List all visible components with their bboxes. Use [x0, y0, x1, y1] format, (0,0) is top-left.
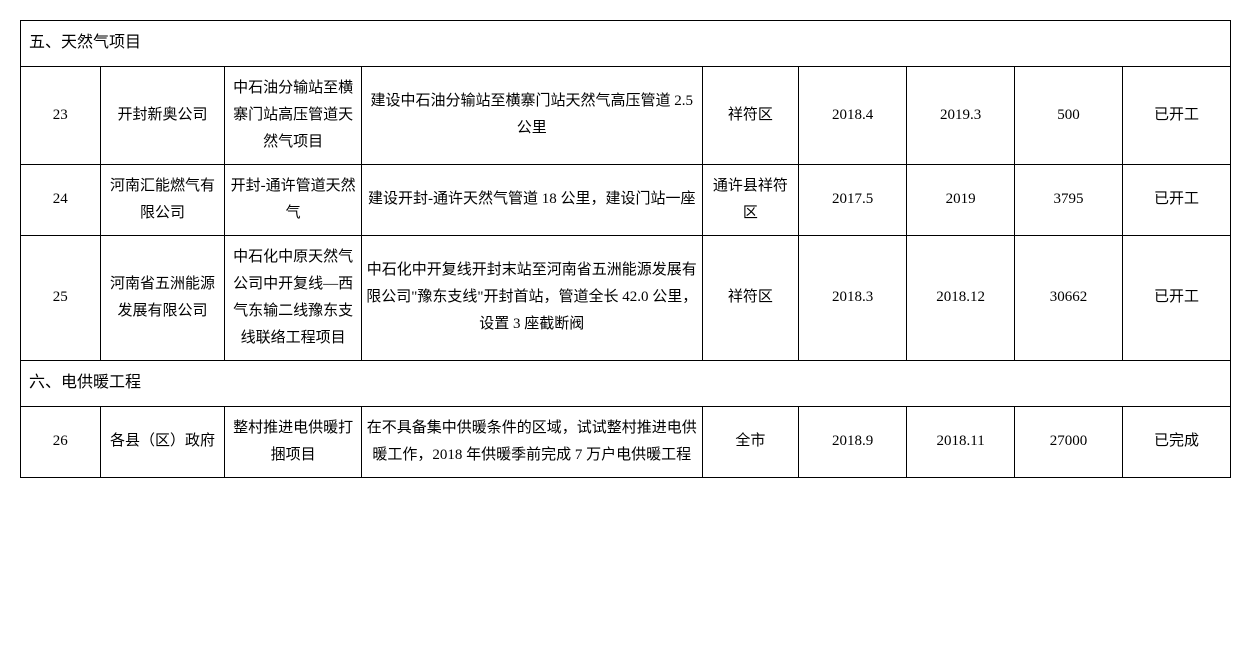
cell-start: 2018.3 — [799, 235, 907, 360]
cell-end: 2018.11 — [907, 406, 1015, 477]
cell-status: 已开工 — [1122, 164, 1230, 235]
cell-no: 25 — [21, 235, 101, 360]
cell-loc: 祥符区 — [702, 235, 799, 360]
section-title: 五、天然气项目 — [21, 21, 1231, 67]
cell-no: 24 — [21, 164, 101, 235]
cell-desc: 建设中石油分输站至横寨门站天然气高压管道 2.5 公里 — [361, 66, 702, 164]
cell-org: 各县（区）政府 — [100, 406, 225, 477]
cell-org: 河南汇能燃气有限公司 — [100, 164, 225, 235]
cell-end: 2019 — [907, 164, 1015, 235]
cell-org: 开封新奥公司 — [100, 66, 225, 164]
cell-status: 已开工 — [1122, 235, 1230, 360]
cell-amount: 30662 — [1015, 235, 1123, 360]
cell-start: 2017.5 — [799, 164, 907, 235]
cell-org: 河南省五洲能源发展有限公司 — [100, 235, 225, 360]
cell-name: 中石油分输站至横寨门站高压管道天然气项目 — [225, 66, 361, 164]
cell-status: 已完成 — [1122, 406, 1230, 477]
cell-no: 26 — [21, 406, 101, 477]
table-row: 25 河南省五洲能源发展有限公司 中石化中原天然气公司中开复线—西气东输二线豫东… — [21, 235, 1231, 360]
cell-desc: 建设开封-通许天然气管道 18 公里，建设门站一座 — [361, 164, 702, 235]
cell-amount: 27000 — [1015, 406, 1123, 477]
cell-desc: 在不具备集中供暖条件的区域，试试整村推进电供暖工作，2018 年供暖季前完成 7… — [361, 406, 702, 477]
table-row: 24 河南汇能燃气有限公司 开封-通许管道天然气 建设开封-通许天然气管道 18… — [21, 164, 1231, 235]
cell-name: 整村推进电供暖打捆项目 — [225, 406, 361, 477]
cell-end: 2018.12 — [907, 235, 1015, 360]
project-table: 五、天然气项目 23 开封新奥公司 中石油分输站至横寨门站高压管道天然气项目 建… — [20, 20, 1231, 478]
section-row: 六、电供暖工程 — [21, 360, 1231, 406]
table-row: 23 开封新奥公司 中石油分输站至横寨门站高压管道天然气项目 建设中石油分输站至… — [21, 66, 1231, 164]
cell-loc: 全市 — [702, 406, 799, 477]
cell-desc: 中石化中开复线开封末站至河南省五洲能源发展有限公司"豫东支线"开封首站，管道全长… — [361, 235, 702, 360]
cell-end: 2019.3 — [907, 66, 1015, 164]
cell-amount: 3795 — [1015, 164, 1123, 235]
cell-status: 已开工 — [1122, 66, 1230, 164]
table-container: 五、天然气项目 23 开封新奥公司 中石油分输站至横寨门站高压管道天然气项目 建… — [20, 20, 1231, 478]
cell-start: 2018.4 — [799, 66, 907, 164]
cell-name: 开封-通许管道天然气 — [225, 164, 361, 235]
cell-start: 2018.9 — [799, 406, 907, 477]
cell-no: 23 — [21, 66, 101, 164]
cell-amount: 500 — [1015, 66, 1123, 164]
cell-loc: 祥符区 — [702, 66, 799, 164]
cell-name: 中石化中原天然气公司中开复线—西气东输二线豫东支线联络工程项目 — [225, 235, 361, 360]
section-row: 五、天然气项目 — [21, 21, 1231, 67]
cell-loc: 通许县祥符区 — [702, 164, 799, 235]
table-row: 26 各县（区）政府 整村推进电供暖打捆项目 在不具备集中供暖条件的区域，试试整… — [21, 406, 1231, 477]
section-title: 六、电供暖工程 — [21, 360, 1231, 406]
